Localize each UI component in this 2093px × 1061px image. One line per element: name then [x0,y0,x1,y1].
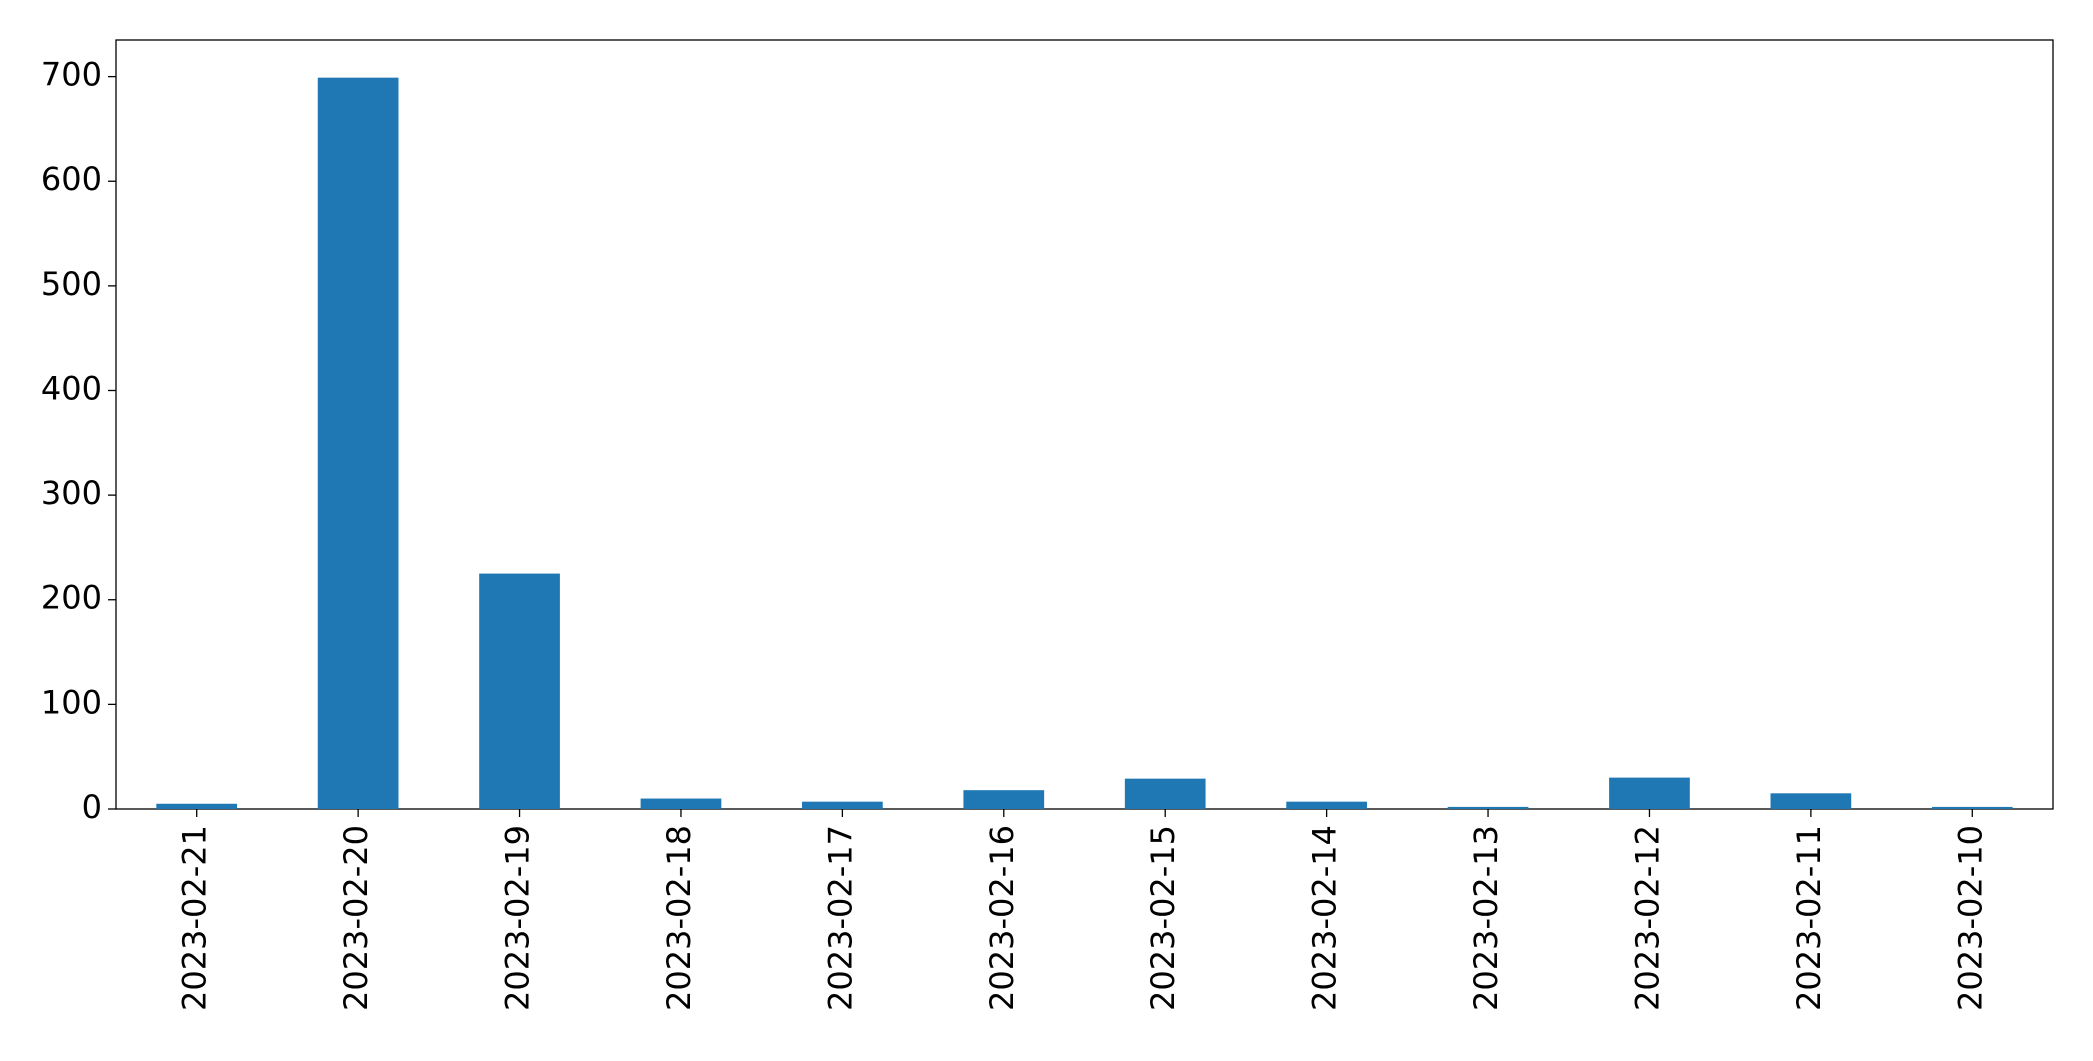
plot-frame [115,39,2054,810]
x-tick-label: 2023-02-17 [821,825,859,1011]
bar [963,790,1045,809]
x-tick-label: 2023-02-12 [1628,825,1666,1011]
x-tick-label: 2023-02-10 [1951,825,1989,1011]
bar [1931,806,2013,809]
y-tick-label: 500 [41,265,102,303]
y-tick-label: 200 [41,579,102,617]
x-tick-label: 2023-02-19 [499,825,537,1011]
x-tick-label: 2023-02-20 [337,825,375,1011]
bar [1124,778,1206,809]
x-tick-label: 2023-02-18 [660,825,698,1011]
y-tick-label: 700 [41,56,102,94]
x-tick-label: 2023-02-13 [1467,825,1505,1011]
x-tick-label: 2023-02-11 [1790,825,1828,1011]
y-tick-label: 300 [41,474,102,512]
x-tick-label: 2023-02-14 [1306,825,1344,1011]
bar [640,798,722,809]
bar [802,801,883,809]
bar [1609,777,1690,809]
bar [1770,793,1852,809]
bar [1447,806,1529,809]
y-tick-label: 400 [41,369,102,407]
x-tick-label: 2023-02-15 [1144,825,1182,1011]
bar [156,803,238,809]
y-tick-label: 100 [41,683,102,721]
y-tick-label: 0 [82,788,102,826]
x-tick-label: 2023-02-21 [176,825,214,1011]
y-tick-label: 600 [41,160,102,198]
bar [1286,801,1367,809]
bar [479,573,560,809]
bar [317,77,399,810]
x-tick-label: 2023-02-16 [983,825,1021,1011]
